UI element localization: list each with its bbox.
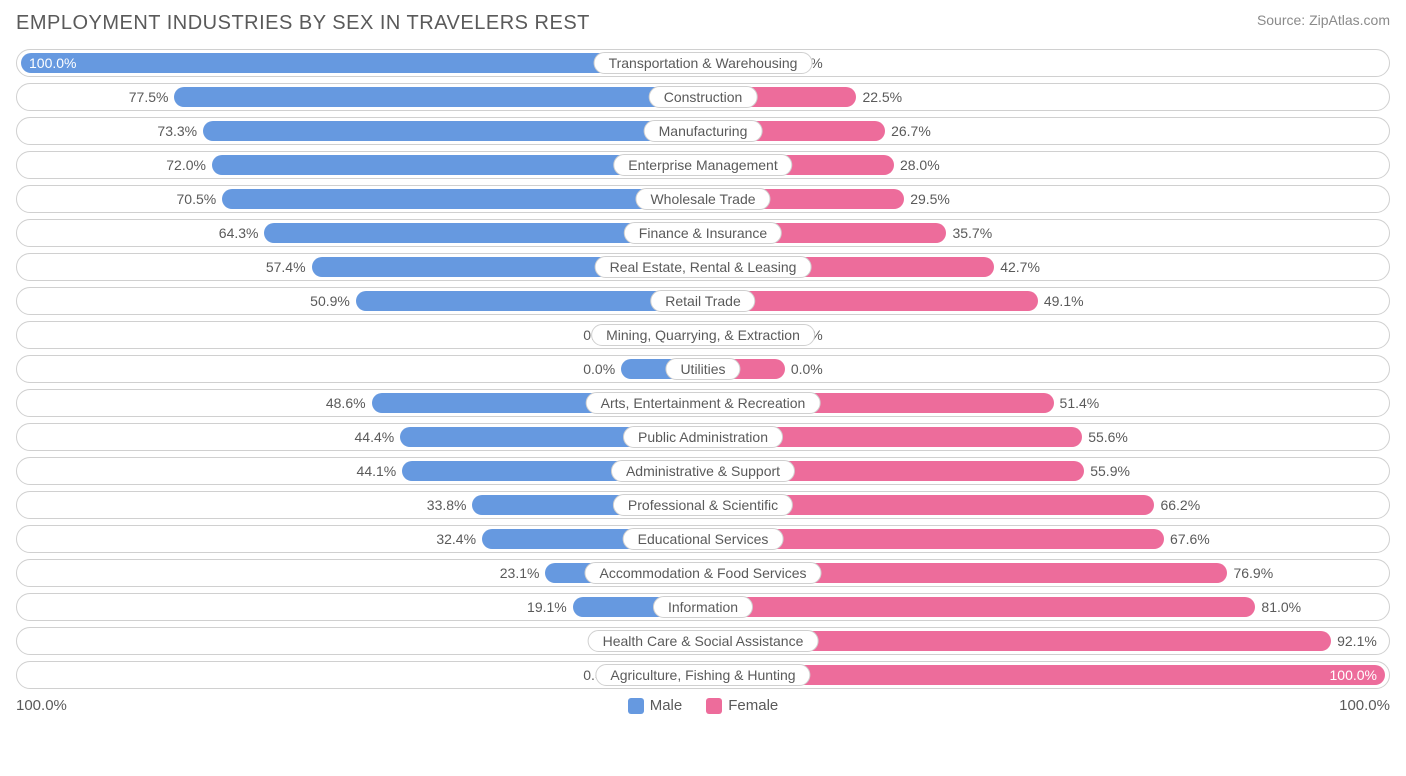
legend-male: Male xyxy=(628,697,683,714)
male-value: 23.1% xyxy=(500,563,546,583)
category-label: Information xyxy=(653,596,753,618)
category-label: Utilities xyxy=(665,358,740,380)
category-label: Administrative & Support xyxy=(611,460,795,482)
chart-row: 48.6% 51.4% Arts, Entertainment & Recreati… xyxy=(16,389,1390,417)
category-label: Arts, Entertainment & Recreation xyxy=(586,392,821,414)
chart-row: 50.9% 49.1% Retail Trade xyxy=(16,287,1390,315)
category-label: Educational Services xyxy=(623,528,784,550)
category-label: Wholesale Trade xyxy=(635,188,770,210)
male-value: 19.1% xyxy=(527,597,573,617)
male-value: 50.9% xyxy=(310,291,356,311)
chart-row: 0.0%0.0%Mining, Quarrying, & Extraction xyxy=(16,321,1390,349)
legend-female-label: Female xyxy=(728,697,778,714)
female-value: 28.0% xyxy=(894,155,940,175)
female-bar xyxy=(703,597,1255,617)
female-value: 81.0% xyxy=(1255,597,1301,617)
male-value: 0.0% xyxy=(583,359,621,379)
legend: Male Female xyxy=(628,697,779,714)
axis-left-label: 100.0% xyxy=(16,697,67,714)
male-bar xyxy=(203,121,703,141)
male-bar xyxy=(174,87,703,107)
female-value: 67.6% xyxy=(1164,529,1210,549)
male-value: 32.4% xyxy=(436,529,482,549)
female-value: 26.7% xyxy=(885,121,931,141)
category-label: Professional & Scientific xyxy=(613,494,793,516)
male-bar xyxy=(222,189,703,209)
category-label: Accommodation & Food Services xyxy=(585,562,822,584)
category-label: Construction xyxy=(649,86,758,108)
legend-male-label: Male xyxy=(650,697,683,714)
chart-row: 44.1% 55.9% Administrative & Support xyxy=(16,457,1390,485)
chart-row: 70.5% 29.5% Wholesale Trade xyxy=(16,185,1390,213)
male-swatch xyxy=(628,698,644,714)
female-value: 42.7% xyxy=(994,257,1040,277)
category-label: Agriculture, Fishing & Hunting xyxy=(595,664,810,686)
category-label: Health Care & Social Assistance xyxy=(588,630,819,652)
female-value: 51.4% xyxy=(1054,393,1100,413)
female-swatch xyxy=(706,698,722,714)
category-label: Retail Trade xyxy=(650,290,755,312)
chart-row: 72.0% 28.0% Enterprise Management xyxy=(16,151,1390,179)
source-value: ZipAtlas.com xyxy=(1309,12,1390,28)
category-label: Transportation & Warehousing xyxy=(594,52,813,74)
chart-row: 57.4% 42.7% Real Estate, Rental & Leasing xyxy=(16,253,1390,281)
category-label: Finance & Insurance xyxy=(624,222,782,244)
male-value: 72.0% xyxy=(166,155,212,175)
chart-row: 44.4% 55.6% Public Administration xyxy=(16,423,1390,451)
chart-row: 19.1% 81.0% Information xyxy=(16,593,1390,621)
female-value: 29.5% xyxy=(904,189,950,209)
female-value: 100.0% xyxy=(1322,665,1385,685)
female-value: 22.5% xyxy=(856,87,902,107)
chart-row: 32.4% 67.6% Educational Services xyxy=(16,525,1390,553)
chart-row: 73.3% 26.7% Manufacturing xyxy=(16,117,1390,145)
female-value: 66.2% xyxy=(1154,495,1200,515)
male-value: 44.4% xyxy=(355,427,401,447)
category-label: Enterprise Management xyxy=(613,154,792,176)
female-value: 92.1% xyxy=(1331,631,1377,651)
male-value: 100.0% xyxy=(21,53,84,73)
female-value: 55.9% xyxy=(1084,461,1130,481)
source-label: Source: xyxy=(1257,12,1305,28)
chart-row: 7.9%92.1%Health Care & Social Assistance xyxy=(16,627,1390,655)
female-value: 55.6% xyxy=(1082,427,1128,447)
male-value: 33.8% xyxy=(427,495,473,515)
chart-footer: 100.0% Male Female 100.0% xyxy=(16,697,1390,714)
chart-rows: 100.0%0.0%Transportation & Warehousing77… xyxy=(16,49,1390,689)
chart-row: 77.5% 22.5% Construction xyxy=(16,83,1390,111)
chart-row: 33.8% 66.2% Professional & Scientific xyxy=(16,491,1390,519)
chart-header: EMPLOYMENT INDUSTRIES BY SEX IN TRAVELER… xyxy=(16,12,1390,35)
legend-female: Female xyxy=(706,697,778,714)
male-value: 64.3% xyxy=(219,223,265,243)
chart-row: 0.0% 0.0% Utilities xyxy=(16,355,1390,383)
category-label: Public Administration xyxy=(623,426,783,448)
female-value: 49.1% xyxy=(1038,291,1084,311)
male-value: 77.5% xyxy=(129,87,175,107)
chart-row: 64.3% 35.7% Finance & Insurance xyxy=(16,219,1390,247)
female-value: 35.7% xyxy=(946,223,992,243)
male-value: 73.3% xyxy=(157,121,203,141)
male-value: 44.1% xyxy=(357,461,403,481)
chart-row: 100.0%0.0%Transportation & Warehousing xyxy=(16,49,1390,77)
chart-row: 0.0%100.0%Agriculture, Fishing & Hunting xyxy=(16,661,1390,689)
axis-right-label: 100.0% xyxy=(1339,697,1390,714)
female-value: 76.9% xyxy=(1227,563,1273,583)
male-value: 48.6% xyxy=(326,393,372,413)
female-value: 0.0% xyxy=(785,359,823,379)
category-label: Real Estate, Rental & Leasing xyxy=(595,256,812,278)
chart-row: 23.1% 76.9% Accommodation & Food Services xyxy=(16,559,1390,587)
category-label: Manufacturing xyxy=(644,120,763,142)
category-label: Mining, Quarrying, & Extraction xyxy=(591,324,815,346)
chart-title: EMPLOYMENT INDUSTRIES BY SEX IN TRAVELER… xyxy=(16,12,590,35)
source: Source: ZipAtlas.com xyxy=(1257,12,1390,28)
male-value: 70.5% xyxy=(177,189,223,209)
male-value: 57.4% xyxy=(266,257,312,277)
